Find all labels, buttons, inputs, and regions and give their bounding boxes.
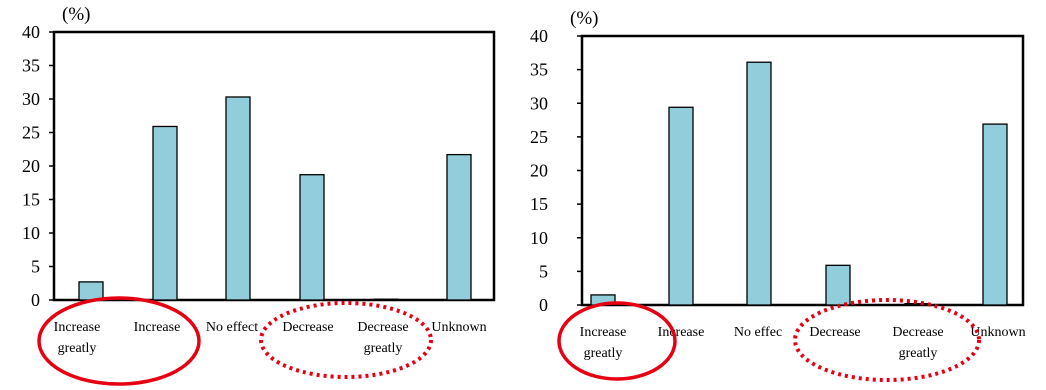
y-tick-label: 15 [530,194,548,214]
y-tick-label: 5 [31,257,40,277]
y-tick-label: 10 [22,223,40,243]
plot-frame [580,34,1025,307]
y-tick-label: 40 [22,22,40,42]
plot-frame [52,30,496,302]
bar [225,96,251,301]
highlight-increase-greatly-left [37,296,201,386]
category-label: Decrease [892,325,943,340]
y-tick-label: 40 [530,26,548,46]
y-tick-label: 30 [22,89,40,109]
y-tick-label: 0 [31,290,40,310]
category-label: greatly [58,341,97,356]
y-tick-label: 25 [22,123,40,143]
bar [152,125,178,301]
highlight-increase-greatly-right [557,301,677,381]
bar [446,153,472,301]
y-tick-label: 0 [539,295,548,315]
bar [904,303,930,306]
category-label: greatly [364,341,403,356]
y-tick-label: 35 [530,60,548,80]
y-tick-label: 10 [530,228,548,248]
y-tick-label: 35 [22,56,40,76]
category-label: No effect [206,320,258,335]
y-tick-label: 20 [530,161,548,181]
bar [825,264,851,306]
category-label: Increase [658,325,705,340]
category-label: Increase [580,325,627,340]
category-label: greatly [584,346,623,361]
y-tick-label: 15 [22,190,40,210]
category-label: Increase [54,320,101,335]
category-label: Decrease [357,320,408,335]
category-label: Unknown [431,320,486,335]
highlight-decrease-greatly-right [793,298,981,382]
category-label: Increase [134,320,181,335]
y-tick-label: 20 [22,156,40,176]
highlight-decrease-greatly-left [259,301,433,379]
category-label: greatly [899,346,938,361]
bar [746,61,772,306]
category-label: Unknown [970,325,1025,340]
bar [78,281,104,301]
chart-left: 0 5 10 15 20 25 30 35 40 (%) Increase greatly Increa… [22,4,496,356]
category-label: Decrease [809,325,860,340]
bar [299,174,325,301]
bar [373,298,399,301]
bar [668,106,694,306]
y-tick-label: 5 [539,261,548,281]
y-axis-unit: (%) [62,4,90,25]
category-label: Decrease [282,320,333,335]
y-tick-label: 25 [530,127,548,147]
chart-right: 0 5 10 15 20 25 30 35 40 (%) Increase greatly Increa… [530,8,1026,361]
y-axis-unit: (%) [570,8,598,29]
bar [982,123,1008,306]
y-tick-label: 30 [530,93,548,113]
category-label: No effec [734,325,782,340]
